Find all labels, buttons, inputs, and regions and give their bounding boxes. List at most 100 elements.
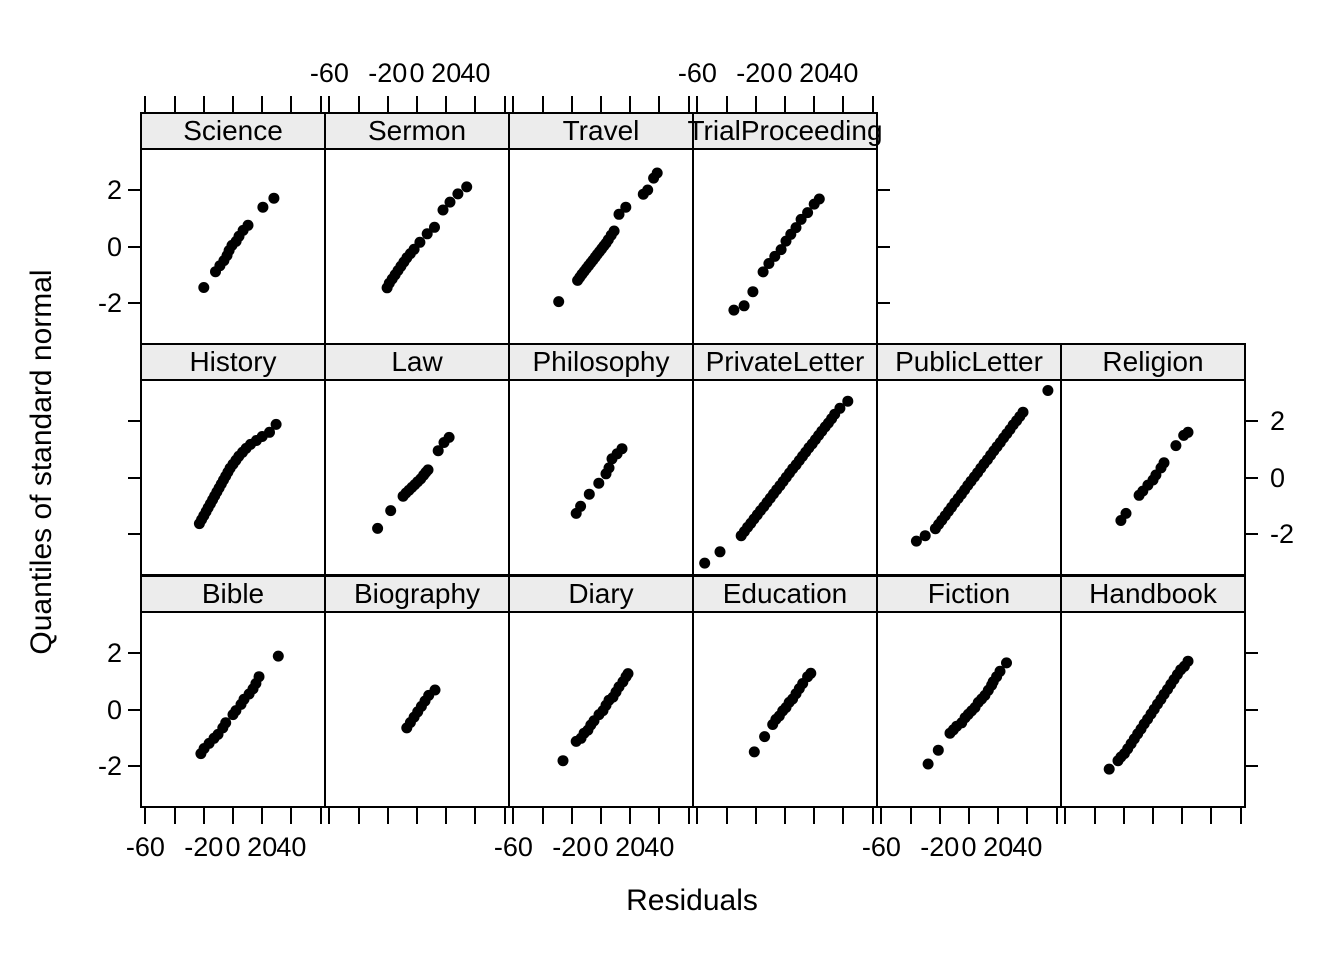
x-tick-label: 20 — [799, 58, 830, 88]
data-point — [557, 755, 569, 767]
data-point — [1158, 457, 1170, 469]
x-tick — [842, 96, 845, 112]
x-tick-label: 20 — [431, 58, 462, 88]
y-tick-label: 0 — [106, 694, 122, 725]
y-tick — [1246, 533, 1258, 536]
x-tick-label: -60 — [493, 832, 533, 862]
y-tick-label: -2 — [97, 751, 122, 782]
data-point — [651, 167, 663, 179]
data-point — [264, 426, 275, 438]
x-tick — [319, 808, 322, 824]
strip-Education: Education — [692, 575, 878, 613]
data-points-Travel — [553, 167, 663, 308]
x-tick-label: -60 — [861, 832, 901, 862]
x-tick — [202, 96, 205, 112]
data-point — [242, 219, 254, 231]
x-tick — [173, 808, 176, 824]
x-tick — [880, 808, 883, 824]
y-tick — [128, 533, 140, 536]
x-tick — [784, 96, 786, 112]
data-points-Law — [372, 431, 455, 534]
data-points-Diary — [557, 668, 634, 767]
x-tick-label: 40 — [644, 832, 675, 862]
data-point — [805, 667, 817, 679]
x-tick — [842, 808, 845, 824]
x-tick — [144, 808, 147, 824]
data-point — [728, 304, 740, 316]
data-point — [1103, 763, 1115, 775]
data-point — [747, 286, 759, 298]
data-point — [220, 717, 232, 729]
x-tick-label: 20 — [247, 832, 278, 862]
data-point — [1120, 507, 1132, 519]
data-point — [429, 684, 441, 696]
strip-label: PrivateLetter — [705, 346, 865, 377]
x-tick — [474, 808, 477, 824]
data-point — [272, 650, 284, 662]
x-tick — [754, 808, 757, 824]
x-tick — [290, 808, 293, 824]
x-tick-label: 0 — [961, 832, 977, 862]
y-tick — [128, 245, 140, 248]
x-tick — [173, 96, 176, 112]
data-point — [268, 192, 280, 204]
data-point — [372, 522, 384, 534]
x-tick — [386, 96, 389, 112]
strip-label: Religion — [1102, 346, 1204, 377]
strip-label: Handbook — [1089, 578, 1217, 609]
data-point — [1001, 657, 1012, 669]
strip-Diary: Diary — [508, 575, 694, 613]
data-point — [385, 505, 397, 517]
x-tick — [725, 96, 728, 112]
data-point — [842, 395, 854, 407]
x-tick — [357, 96, 360, 112]
x-tick — [696, 808, 699, 824]
x-tick — [1026, 808, 1029, 824]
x-tick — [754, 96, 757, 112]
x-tick-label: 40 — [276, 832, 307, 862]
data-point — [443, 431, 455, 443]
x-tick — [687, 808, 690, 824]
y-tick — [128, 419, 140, 422]
y-tick-label: 2 — [106, 174, 122, 205]
x-tick — [1064, 808, 1067, 824]
data-points-Sermon — [381, 181, 473, 294]
x-tick-label: -20 — [920, 832, 960, 862]
strip-label: Diary — [568, 578, 634, 609]
y-tick — [128, 302, 140, 305]
strip-label: Bible — [201, 578, 265, 609]
data-point — [1182, 655, 1194, 667]
data-point — [553, 296, 565, 308]
x-tick — [938, 808, 941, 824]
strip-TrialProceeding: TrialProceeding — [687, 112, 883, 150]
x-tick — [512, 808, 515, 824]
strip-Philosophy: Philosophy — [508, 343, 694, 381]
data-points-Philosophy — [570, 443, 628, 519]
strip-label: Philosophy — [532, 346, 670, 377]
y-tick — [1246, 708, 1258, 711]
x-tick — [261, 808, 264, 824]
data-points-Education — [748, 667, 817, 758]
strip-label: PublicLetter — [895, 346, 1043, 377]
strip-Law: Law — [324, 343, 510, 381]
data-points-Science — [198, 192, 280, 293]
x-tick — [445, 808, 448, 824]
strip-PublicLetter: PublicLetter — [876, 343, 1062, 381]
data-point — [444, 196, 456, 208]
x-tick — [813, 96, 816, 112]
data-point — [429, 221, 440, 233]
x-tick — [629, 808, 632, 824]
data-point — [932, 744, 944, 756]
x-tick — [871, 96, 874, 112]
x-tick — [328, 808, 331, 824]
x-tick — [658, 808, 661, 824]
data-point — [421, 228, 433, 240]
y-tick — [1246, 419, 1258, 422]
data-point — [461, 181, 473, 193]
data-point — [1182, 426, 1194, 438]
y-tick — [878, 302, 890, 305]
data-point — [790, 222, 802, 234]
y-tick-label: 0 — [1270, 462, 1286, 493]
data-point — [257, 201, 269, 213]
